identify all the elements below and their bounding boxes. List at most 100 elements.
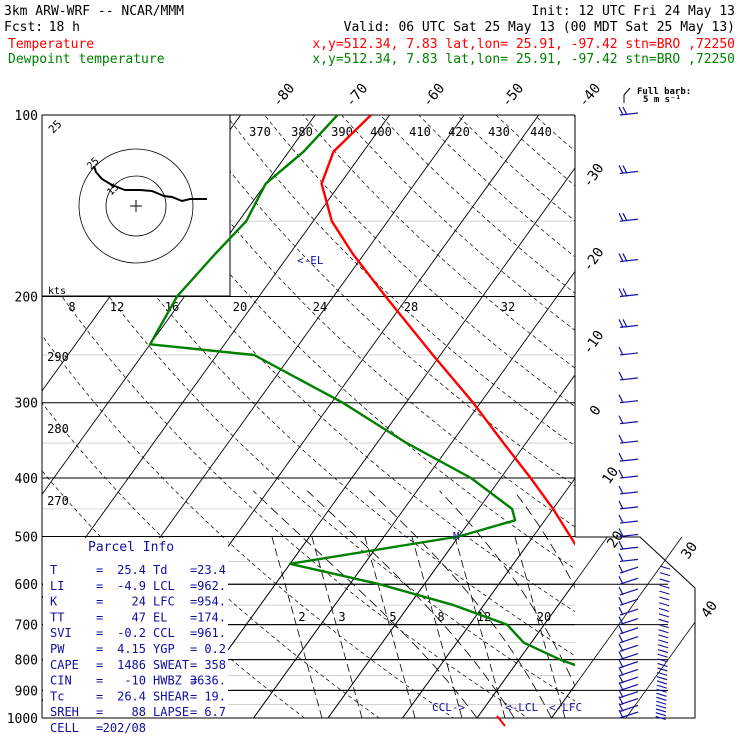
- wind-barb: [656, 680, 668, 685]
- wind-barb: [618, 586, 639, 596]
- pressure-tick-label: 100: [15, 109, 38, 124]
- wind-barb: [659, 584, 670, 589]
- dry-adiabat-line: [42, 470, 306, 718]
- parcel-value: -0.2: [117, 626, 146, 640]
- theta-label: 280: [47, 422, 69, 436]
- speed-tick-label: 12: [110, 300, 124, 314]
- dry-adiabat-line: [42, 267, 529, 718]
- wind-barb: [656, 676, 668, 681]
- parcel-value: 19.: [204, 689, 226, 703]
- parcel-value: 25.4: [117, 563, 146, 577]
- parcel-row: LI = -4.9 LCL = 962.: [50, 579, 226, 593]
- parcel-key: K: [50, 595, 58, 609]
- parcel-equals: =: [96, 595, 103, 609]
- wind-barb: [618, 288, 639, 298]
- isotherm-label: -10: [580, 328, 608, 358]
- dry-adiabat-line: [71, 115, 575, 613]
- temperature-legend-info: x,y=512.34, 7.83 lat,lon= 25.91, -97.42 …: [312, 37, 735, 52]
- hodograph: 25 15 25 kts: [41, 114, 231, 297]
- parcel-value: 88: [132, 705, 146, 719]
- mixing-ratio-label: 20: [537, 610, 551, 624]
- parcel-key: Td: [153, 563, 167, 577]
- wind-barb: [618, 667, 639, 677]
- wind-barb: [618, 674, 639, 684]
- wind-barb: [658, 629, 669, 634]
- parcel-key: TT: [50, 610, 64, 624]
- parcel-row: K = 24 LFC = 954.: [50, 595, 226, 609]
- wind-barb: [618, 696, 639, 706]
- parcel-key: CIN: [50, 674, 72, 688]
- moist-adiabat-line: [307, 490, 515, 718]
- parcel-equals: =: [190, 626, 197, 640]
- isotherm-label: -20: [580, 245, 608, 275]
- isotherm-label: -60: [420, 81, 449, 111]
- dry-adiabat-line: [689, 115, 740, 731]
- parcel-value: 47: [132, 610, 146, 624]
- parcel-equals: =: [190, 674, 197, 688]
- mixing-ratio-line: [364, 537, 416, 718]
- mixing-ratio-label: 8: [437, 610, 444, 624]
- theta-label: 370: [249, 125, 271, 139]
- dewpoint-legend-label: Dewpoint temperature: [8, 52, 165, 67]
- mixing-ratio-line: [411, 537, 463, 718]
- parcel-equals: =: [190, 579, 197, 593]
- wind-barbs: [618, 106, 671, 720]
- pressure-tick-label: 500: [15, 530, 38, 545]
- wind-barb: [618, 682, 639, 691]
- speed-tick-label: 20: [233, 300, 247, 314]
- parcel-value: 202/08: [103, 721, 146, 735]
- parcel-key: CELL: [50, 721, 79, 735]
- theta-label: 420: [448, 125, 470, 139]
- wind-barb: [659, 602, 670, 607]
- wind-barb: [618, 642, 639, 652]
- panel-isotherm-line: [327, 537, 459, 718]
- mixing-ratio-line: [454, 537, 506, 718]
- wind-barb: [655, 708, 667, 713]
- wind-barb: [656, 700, 667, 705]
- parcel-equals: =: [190, 705, 197, 719]
- wind-barb: [618, 634, 639, 644]
- wind-barb: [658, 634, 669, 639]
- wind-barb: [618, 469, 639, 479]
- dewpoint-line: [148, 115, 575, 667]
- mixing-ratio-label: 5: [389, 610, 396, 624]
- wind-barb: [618, 212, 639, 222]
- speed-tick-label: 24: [313, 300, 327, 314]
- parcel-value: 6.7: [204, 705, 226, 719]
- isotherm-label: 30: [678, 539, 701, 562]
- lower-panel-layer: [42, 536, 740, 730]
- barb-legend-line2: 5 m s⁻¹: [643, 95, 681, 105]
- wind-barb: [618, 514, 639, 524]
- parcel-key: YGP: [153, 642, 175, 656]
- theta-label: 410: [409, 125, 431, 139]
- pressure-tick-label: 400: [15, 472, 38, 487]
- parcel-equals: =: [96, 610, 103, 624]
- mixing-ratio-line: [514, 537, 566, 718]
- parcel-row: CIN = -10 HWBZ =3636.: [50, 674, 226, 688]
- wind-barb: [618, 596, 639, 606]
- theta-label: 380: [291, 125, 313, 139]
- parcel-key: EL: [153, 610, 167, 624]
- speed-tick-label: 32: [501, 300, 515, 314]
- parcel-equals: =: [96, 721, 103, 735]
- dry-adiabat-line: [42, 130, 575, 657]
- wind-barb: [618, 564, 639, 574]
- parcel-row: T = 25.4 Td = 23.4: [50, 563, 226, 577]
- wind-barb: [657, 671, 668, 676]
- parcel-info-background: [43, 538, 228, 718]
- wind-barb: [658, 618, 669, 623]
- panel-isotherm-line: [691, 536, 740, 730]
- wind-barb: [657, 653, 668, 658]
- parcel-value: -4.9: [117, 579, 146, 593]
- speed-tick-labels: 8 12 16 20 24 28 32: [68, 300, 515, 314]
- parcel-key: CAPE: [50, 658, 79, 672]
- parcel-value: 24: [132, 595, 146, 609]
- wind-barb: [618, 394, 639, 404]
- temperature-line: [320, 115, 575, 547]
- wind-barb: [658, 624, 669, 629]
- wind-barb: [618, 346, 639, 356]
- parcel-equals: =: [190, 563, 197, 577]
- parcel-equals: =: [190, 658, 197, 672]
- wind-barb: [618, 659, 639, 669]
- wind-barb: [657, 658, 668, 663]
